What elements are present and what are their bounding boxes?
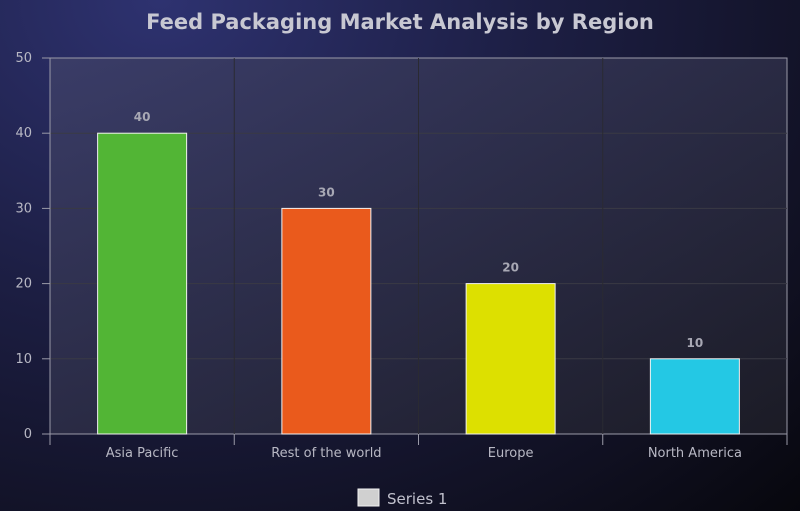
legend-swatch[interactable]: [357, 488, 380, 507]
bar-rest-of-the-world[interactable]: [281, 207, 372, 435]
bars: [97, 132, 740, 435]
y-tick-label: 20: [15, 277, 32, 292]
x-tick-label: North America: [648, 446, 742, 461]
bar-asia-pacific[interactable]: [97, 132, 188, 435]
legend-label[interactable]: Series 1: [387, 490, 447, 508]
x-tick-label: Rest of the world: [271, 446, 381, 461]
x-tick-label: Europe: [488, 446, 534, 461]
bar-europe[interactable]: [465, 283, 556, 435]
legend[interactable]: Series 1: [357, 488, 447, 508]
bar-north-america[interactable]: [649, 358, 740, 435]
chart-title: Feed Packaging Market Analysis by Region: [146, 10, 654, 34]
axes: 0 10 20 30 40 50 Asia Pacific Rest of the world…: [15, 51, 788, 461]
data-labels: 40 30 20 10: [134, 110, 703, 350]
y-tick-label: 10: [15, 352, 32, 367]
y-tick-label: 50: [15, 51, 32, 66]
y-tick-label: 40: [15, 126, 32, 141]
y-tick-label: 30: [15, 201, 32, 216]
data-label: 30: [318, 185, 335, 199]
data-label: 20: [502, 261, 519, 275]
x-tick-label: Asia Pacific: [106, 446, 179, 461]
data-label: 10: [687, 336, 704, 350]
data-label: 40: [134, 110, 151, 124]
y-tick-label: 0: [24, 427, 32, 442]
